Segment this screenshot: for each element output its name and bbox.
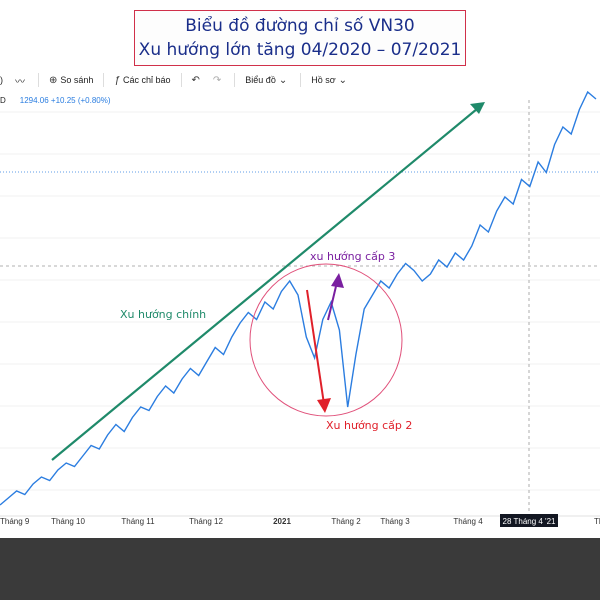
profile-menu-label: Hồ sơ	[311, 75, 336, 85]
price-change-text: 1294.06 +10.25 (+0.80%)	[19, 96, 111, 105]
crosshair-date-tag: 28 Tháng 4 '21	[500, 514, 558, 527]
indicators-label: Các chỉ báo	[122, 75, 171, 85]
function-icon: ƒ	[114, 74, 120, 86]
toolbar-divider	[234, 73, 236, 87]
toolbar-leading-glyph: )	[0, 75, 3, 85]
compare-label: So sánh	[60, 75, 94, 85]
x-tick-label: Tháng 12	[189, 517, 223, 526]
x-tick-label: Tháng 11	[121, 517, 155, 526]
indicators-button[interactable]: ƒ Các chỉ báo	[114, 75, 170, 86]
crosshair-date-label: 28 Tháng 4 '21	[503, 517, 557, 526]
toolbar-divider	[103, 73, 105, 87]
symbol-label: D	[0, 96, 6, 105]
chart-title: Biểu đồ đường chỉ số VN30	[185, 16, 415, 36]
x-tick-label: Tháng 2	[331, 517, 361, 526]
line-style-button[interactable]: 〰	[15, 73, 28, 88]
toolbar-divider	[300, 73, 302, 87]
x-tick-label: Tháng 4	[453, 517, 483, 526]
series-line	[0, 90, 597, 506]
chart-subtitle: Xu hướng lớn tăng 04/2020 – 07/2021	[138, 40, 462, 60]
primary-trend-arrow	[51, 103, 484, 461]
chart-menu-button[interactable]: Biểu đồ ⌄	[245, 75, 290, 86]
redo-icon: ↷	[212, 74, 222, 86]
chart-toolbar: ) 〰 ⊕ So sánh ƒ Các chỉ báo ↶ ↷ Biểu đồ ⌄ H…	[0, 70, 600, 90]
x-tick-label: 2021	[273, 517, 291, 526]
tertiary-trend-arrowhead	[331, 273, 344, 288]
secondary-trend-label: Xu hướng cấp 2	[326, 419, 412, 432]
primary-trend-label: Xu hướng chính	[120, 308, 206, 321]
chevron-down-icon: ⌄	[338, 74, 348, 86]
compare-button[interactable]: ⊕ So sánh	[49, 75, 93, 86]
highlight-circle	[249, 263, 403, 417]
secondary-trend-arrow	[306, 289, 325, 405]
undo-icon: ↶	[191, 74, 200, 86]
secondary-trend-arrowhead	[317, 398, 331, 413]
x-tick-label: Tháng 9	[0, 517, 30, 526]
chevron-down-icon: ⌄	[278, 74, 288, 86]
chart-menu-label: Biểu đồ	[245, 75, 276, 85]
x-axis-ticks: Tháng 9 Tháng 10 Tháng 11 Tháng 12 2021 Tháng…	[0, 517, 600, 526]
profile-menu-button[interactable]: Hồ sơ ⌄	[311, 75, 350, 86]
redo-button[interactable]: ↷	[213, 75, 224, 86]
line-chart-icon: 〰	[15, 76, 25, 88]
undo-button[interactable]: ↶	[192, 75, 203, 86]
tertiary-trend-arrow	[327, 281, 338, 321]
price-readout: D 1294.06 +10.25 (+0.80%)	[0, 96, 111, 105]
grid	[0, 111, 600, 491]
x-tick-label: Tháng 10	[51, 517, 85, 526]
x-tick-label: Tháng	[594, 517, 600, 526]
x-tick-label: Tháng 3	[380, 517, 410, 526]
plus-circle-icon: ⊕	[49, 74, 58, 86]
primary-trend-arrowhead	[470, 102, 485, 114]
crosshair-date-bg	[500, 514, 558, 527]
toolbar-divider	[180, 73, 182, 87]
title-box: Biểu đồ đường chỉ số VN30 Xu hướng lớn t…	[134, 10, 466, 66]
tertiary-trend-label: xu hướng cấp 3	[310, 250, 395, 263]
chart-svg: Tháng 9 Tháng 10 Tháng 11 Tháng 12 2021 Tháng…	[0, 90, 600, 527]
toolbar-divider	[38, 73, 39, 87]
